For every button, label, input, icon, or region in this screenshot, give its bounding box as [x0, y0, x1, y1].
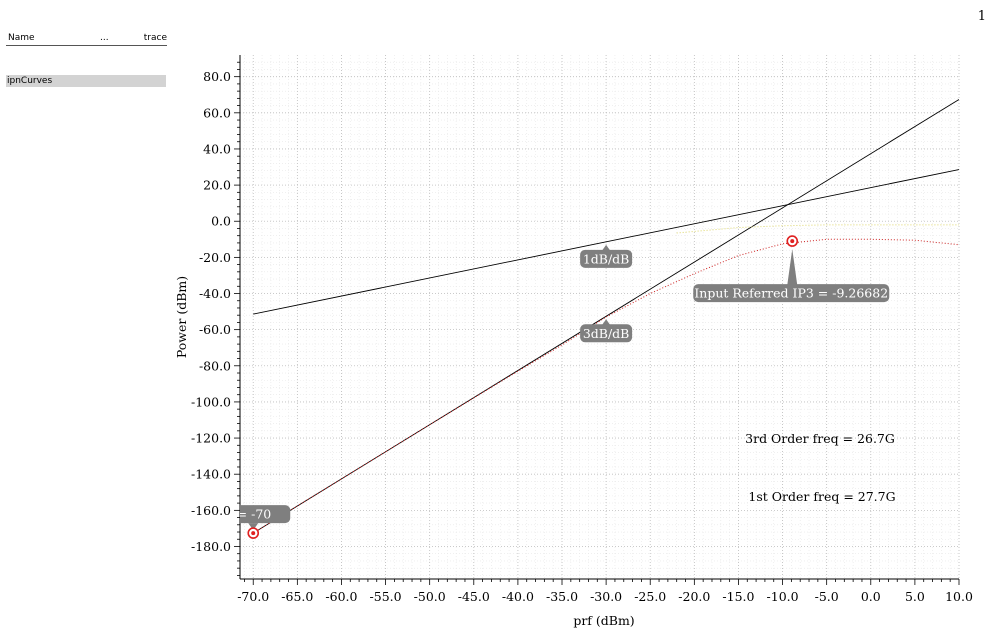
y-tick-label: 80.0 [203, 69, 231, 84]
annotation-third-order-freq: 3rd Order freq = 26.7G [745, 431, 895, 446]
x-tick-label: -35.0 [546, 589, 578, 604]
marker-start-dot [251, 531, 256, 536]
marker-1db[interactable]: 1dB/dB [580, 249, 633, 268]
y-tick-label: -20.0 [199, 250, 231, 265]
x-tick-label: -50.0 [414, 589, 446, 604]
legend-header-dots[interactable]: ... [100, 33, 109, 43]
axes: 80.0 60.0 40.0 20.0 0.0 -20.0 -40.0 -60.0 -80.0 -… [191, 55, 973, 604]
x-tick-label: -5.0 [815, 589, 839, 604]
marker-ip3-dot [790, 239, 795, 244]
legend-item-ipncurves[interactable]: ipnCurves [6, 75, 166, 87]
x-tick-label: 0.0 [861, 589, 881, 604]
y-tick-label: -60.0 [199, 322, 231, 337]
marker-3db[interactable]: 3dB/dB [580, 324, 633, 343]
marker-ip3-bg [693, 284, 890, 303]
marker-ip3[interactable]: Input Referred IP3 = -9.26682 [693, 284, 890, 303]
series-layer [252, 99, 959, 534]
y-tick-label: -100.0 [191, 394, 231, 409]
x-tick-label: -10.0 [767, 589, 799, 604]
marker-start-pointer [248, 523, 259, 531]
x-tick-label: -40.0 [502, 589, 534, 604]
legend-header: Name ... trace [6, 33, 167, 46]
x-tick-label: -45.0 [458, 589, 490, 604]
x-tick-label: -65.0 [281, 589, 313, 604]
marker-1db-label: 1dB/dB [583, 251, 630, 266]
y-tick-label: -80.0 [199, 358, 231, 373]
marker-1db-bg [580, 249, 633, 268]
marker-start-label: o = -70 [225, 507, 271, 522]
y-tick-label: -40.0 [199, 286, 231, 301]
x-tick-label: 10.0 [945, 589, 973, 604]
annotation-first-order-freq: 1st Order freq = 27.7G [748, 489, 895, 504]
x-tick-label: -15.0 [722, 589, 754, 604]
y-tick-label: 40.0 [203, 141, 231, 156]
x-axis-title: prf (dBm) [573, 613, 634, 628]
x-tick-label: -30.0 [590, 589, 622, 604]
marker-layer: 1dB/dB 3dB/dB Input Referred IP3 = -9.2668… [206, 235, 890, 539]
x-tick-label: 5.0 [905, 589, 925, 604]
legend-header-trace[interactable]: trace [143, 33, 167, 43]
grid [240, 55, 960, 579]
y-tick-label: 20.0 [203, 178, 231, 193]
legend-header-name[interactable]: Name [8, 33, 35, 43]
marker-ip3-label: Input Referred IP3 = -9.26682 [694, 286, 888, 301]
series-third-order [252, 238, 959, 534]
y-tick-label: -120.0 [191, 431, 231, 446]
marker-3db-bg [580, 324, 633, 343]
marker-start-bg [240, 505, 291, 524]
y-tick-label: -180.0 [191, 539, 231, 554]
y-tick-label: -160.0 [191, 503, 231, 518]
series-first-order [676, 224, 959, 234]
series-1db-line [253, 169, 959, 315]
y-tick-label: -140.0 [191, 467, 231, 482]
page-number: 1 [977, 9, 986, 24]
y-tick-label: 0.0 [211, 214, 231, 229]
marker-start[interactable]: o = -70 [206, 505, 291, 524]
x-tick-label: -20.0 [678, 589, 710, 604]
y-tick-label: 60.0 [203, 105, 231, 120]
y-axis-title: Power (dBm) [174, 276, 189, 358]
trace-legend: Name ... trace ipnCurves [6, 33, 167, 87]
x-tick-label: -60.0 [325, 589, 357, 604]
x-tick-label: -25.0 [634, 589, 666, 604]
x-tick-label: -70.0 [237, 589, 269, 604]
x-tick-label: -55.0 [370, 589, 402, 604]
marker-ip3-pointer [787, 249, 798, 286]
marker-3db-label: 3dB/dB [583, 326, 630, 341]
